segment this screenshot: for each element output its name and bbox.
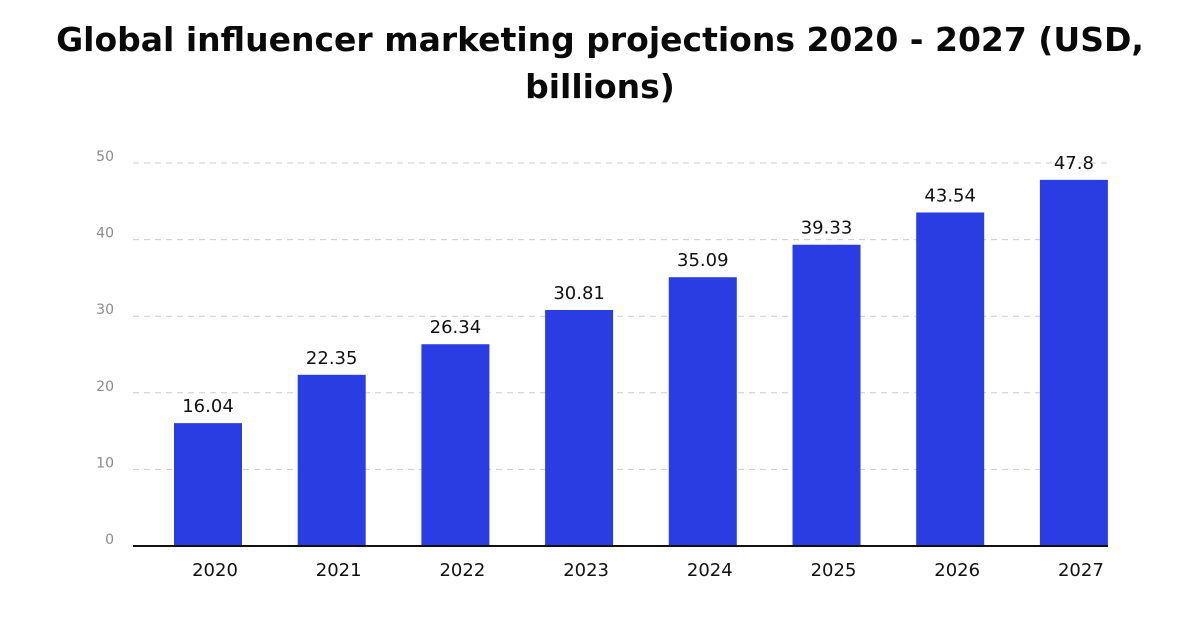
bar-2025 xyxy=(792,244,861,547)
bar-2020 xyxy=(174,423,242,546)
chart-title-line-1: Global influencer marketing projections … xyxy=(56,20,1144,59)
data-label: 43.54 xyxy=(924,185,976,206)
bar-2022 xyxy=(421,344,490,546)
x-tick-label: 2020 xyxy=(192,560,238,581)
data-label: 22.35 xyxy=(306,348,358,369)
data-label: 16.04 xyxy=(182,396,234,417)
x-tick-label: 2024 xyxy=(687,560,733,581)
y-tick-label: 50 xyxy=(96,149,114,165)
data-label: 30.81 xyxy=(553,283,605,304)
y-tick-label: 10 xyxy=(96,455,114,471)
data-label: 26.34 xyxy=(430,317,482,338)
bar-2021 xyxy=(297,374,366,546)
chart-title-line-2: billions) xyxy=(525,67,675,106)
bar-2024 xyxy=(668,277,737,546)
x-tick-label: 2025 xyxy=(811,560,857,581)
x-tick-label: 2021 xyxy=(316,560,362,581)
data-label: 35.09 xyxy=(677,250,729,271)
y-tick-label: 20 xyxy=(96,379,114,395)
x-tick-label: 2027 xyxy=(1058,560,1104,581)
y-tick-label: 40 xyxy=(96,226,114,242)
x-tick-label: 2023 xyxy=(563,560,609,581)
y-tick-label: 0 xyxy=(105,532,114,548)
data-label: 39.33 xyxy=(801,218,853,239)
bar-2023 xyxy=(545,309,614,546)
y-tick-label: 30 xyxy=(96,302,114,318)
x-tick-label: 2022 xyxy=(439,560,485,581)
data-label: 47.8 xyxy=(1054,153,1094,174)
x-tick-label: 2026 xyxy=(934,560,980,581)
chart-title: Global influencer marketing projections … xyxy=(0,16,1200,110)
bar-2027 xyxy=(1039,179,1108,547)
bar-2026 xyxy=(916,212,985,547)
